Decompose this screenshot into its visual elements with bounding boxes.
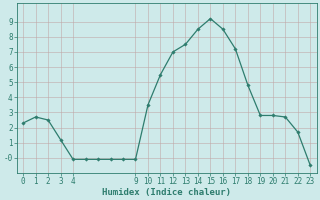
X-axis label: Humidex (Indice chaleur): Humidex (Indice chaleur) <box>102 188 231 197</box>
